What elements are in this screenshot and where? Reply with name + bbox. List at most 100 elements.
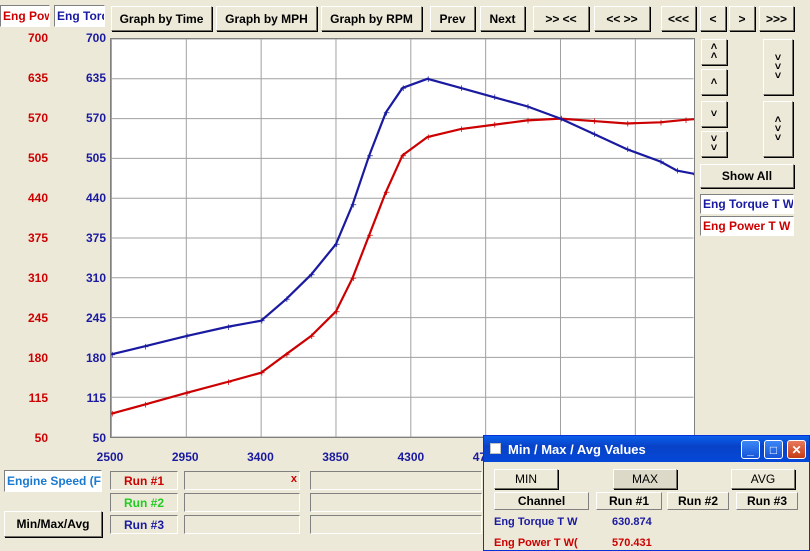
data-point-marker: + (491, 93, 499, 103)
min-max-avg-dialog[interactable]: Min / Max / Avg Values _ □ ✕ MIN MAX AVG… (483, 435, 810, 551)
power-y-tick-label: 700 (27, 31, 48, 45)
power-y-tick-label: 310 (27, 271, 48, 285)
scroll-back-button[interactable]: < (700, 6, 726, 31)
power-y-tick-label: 180 (27, 351, 48, 365)
run3-label[interactable]: Run #3 (110, 515, 178, 534)
series-line-eng-power-t-w (111, 117, 694, 415)
x-channel-selector[interactable]: Engine Speed (F (4, 470, 102, 492)
dialog-max-button[interactable]: MAX (613, 469, 677, 489)
data-point-marker: + (333, 240, 341, 250)
data-point-marker: + (691, 170, 695, 180)
scroll-first-button[interactable]: <<< (661, 6, 696, 31)
scale-down-double-button[interactable]: ˅ ˅ (701, 131, 727, 157)
data-point-marker: + (657, 157, 664, 167)
prev-button[interactable]: Prev (430, 6, 475, 31)
run2-info (184, 493, 300, 512)
zoom-out-x-button[interactable]: << >> (594, 6, 650, 31)
row-torque-run1: 630.874 (612, 516, 652, 528)
data-point-marker: + (225, 378, 233, 388)
scroll-last-button[interactable]: >>> (759, 6, 794, 31)
x-tick-label: 3850 (322, 450, 349, 464)
data-point-marker: + (283, 295, 291, 305)
graph-by-rpm-button[interactable]: Graph by RPM (321, 6, 422, 31)
close-icon[interactable]: ✕ (787, 440, 806, 459)
scale-up-button[interactable]: ˄ (701, 69, 727, 95)
data-point-marker: + (400, 84, 408, 94)
dialog-avg-button[interactable]: AVG (731, 469, 795, 489)
run1-marker: x (290, 473, 297, 485)
scroll-forward-button[interactable]: > (729, 6, 755, 31)
dyno-chart[interactable]: + + + + + + + + + + + + + + + + + + + + + + + + + + + + + + + + + + + + + + + +… (110, 38, 695, 438)
header-run3: Run #3 (736, 492, 798, 510)
data-point-marker: + (383, 188, 391, 198)
torque-y-tick-label: 700 (85, 31, 106, 45)
data-point-marker: + (400, 151, 408, 161)
torque-channel-label[interactable]: Eng Torq (54, 5, 105, 27)
torque-y-tick-label: 180 (85, 351, 106, 365)
legend-power[interactable]: Eng Power T W (700, 216, 794, 236)
data-point-marker: + (110, 410, 116, 420)
torque-y-tick-label: 375 (85, 231, 106, 245)
scale-multi-button[interactable]: ˄ ˅ ˅ (763, 101, 793, 157)
show-all-button[interactable]: Show All (700, 164, 794, 188)
data-point-marker: + (682, 116, 689, 126)
header-run1: Run #1 (596, 492, 662, 510)
dialog-window-icon (490, 443, 501, 454)
dialog-titlebar[interactable]: Min / Max / Avg Values _ □ ✕ (484, 436, 809, 462)
data-point-marker: + (283, 350, 291, 360)
minimize-icon[interactable]: _ (741, 440, 760, 459)
graph-by-mph-button[interactable]: Graph by MPH (216, 6, 317, 31)
dialog-title: Min / Max / Avg Values (508, 441, 646, 457)
power-y-tick-label: 50 (34, 431, 48, 445)
run1-info: x (184, 471, 300, 490)
scale-down-top-button[interactable]: ˅ ˅ ˅ (763, 39, 793, 95)
row-power-channel: Eng Power T W( (494, 537, 578, 549)
min-max-avg-button[interactable]: Min/Max/Avg (4, 511, 102, 537)
torque-y-tick-label: 245 (85, 311, 106, 325)
dialog-min-button[interactable]: MIN (494, 469, 558, 489)
data-point-marker: + (524, 116, 532, 126)
x-tick-label: 2950 (171, 450, 199, 464)
data-point-marker: + (183, 389, 191, 399)
run1-info-2 (310, 471, 482, 490)
x-tick-label: 2500 (96, 450, 124, 464)
row-power-run1: 570.431 (612, 537, 652, 549)
data-point-marker: + (558, 115, 566, 125)
next-button[interactable]: Next (480, 6, 525, 31)
data-point-marker: + (308, 332, 316, 342)
data-point-marker: + (458, 125, 466, 135)
data-point-marker: + (142, 401, 150, 411)
x-tick-label: 4300 (397, 450, 425, 464)
header-channel: Channel (494, 492, 589, 510)
power-y-tick-label: 440 (27, 191, 48, 205)
torque-y-tick-label: 440 (85, 191, 106, 205)
run2-label[interactable]: Run #2 (110, 493, 178, 512)
header-run2: Run #2 (667, 492, 729, 510)
data-point-marker: + (657, 118, 664, 128)
maximize-icon[interactable]: □ (764, 440, 783, 459)
data-point-marker: + (308, 271, 316, 281)
data-point-marker: + (258, 317, 266, 327)
scale-down-button[interactable]: ˅ (701, 101, 727, 127)
data-point-marker: + (524, 102, 532, 112)
scale-up-double-button[interactable]: ˄ ˄ (701, 39, 727, 65)
data-point-marker: + (424, 75, 432, 85)
zoom-in-x-button[interactable]: >> << (533, 6, 589, 31)
series-line-eng-torque-t-w (111, 77, 694, 356)
data-point-marker: + (458, 84, 466, 94)
run2-info-2 (310, 493, 482, 512)
legend-torque[interactable]: Eng Torque T W (700, 194, 794, 214)
torque-y-tick-label: 505 (85, 151, 106, 165)
torque-y-tick-label: 570 (85, 111, 106, 125)
data-point-marker: + (491, 121, 499, 131)
graph-by-time-button[interactable]: Graph by Time (111, 6, 212, 31)
torque-y-tick-label: 310 (85, 271, 106, 285)
torque-y-tick-label: 635 (85, 71, 106, 85)
power-channel-label[interactable]: Eng Pow (0, 5, 50, 27)
run1-label[interactable]: Run #1 (110, 471, 178, 490)
data-point-marker: + (258, 369, 266, 379)
torque-y-tick-label: 115 (86, 391, 106, 405)
data-point-marker: + (142, 342, 150, 352)
data-point-marker: + (366, 151, 373, 161)
data-point-marker: + (591, 117, 599, 127)
